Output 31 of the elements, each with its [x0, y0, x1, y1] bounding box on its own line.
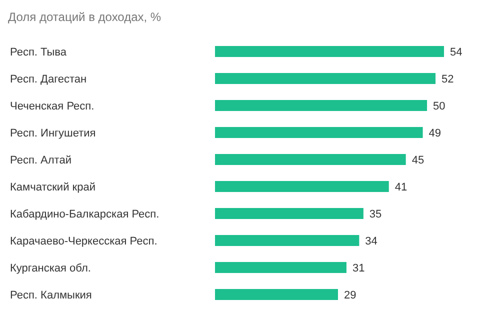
bar	[215, 154, 406, 165]
data-label: 49	[428, 127, 442, 140]
bar	[215, 73, 436, 84]
bar	[215, 235, 360, 246]
data-label: 41	[394, 181, 408, 194]
data-label: 45	[412, 154, 424, 166]
y-tick-label: Респ. Дагестан	[10, 74, 87, 86]
data-label: 50	[433, 100, 446, 112]
bar	[215, 46, 444, 57]
y-tick-label: Карачаево-Черкесская Респ.	[10, 236, 158, 248]
y-tick-label: Чеченская Респ.	[10, 100, 94, 112]
y-tick-label: Камчатский край	[10, 182, 96, 194]
bar	[215, 289, 338, 300]
text: Доля дотаций в доходах, %	[8, 9, 162, 26]
bar	[215, 127, 423, 138]
bar	[215, 262, 346, 273]
y-tick-label: Кабардино-Балкарская Респ.	[10, 208, 160, 220]
bar	[215, 208, 364, 219]
y-tick-label: Респ. Тыва	[10, 46, 68, 58]
y-tick-label: Респ. Ингушетия	[10, 128, 96, 140]
y-tick-label: Респ. Алтай	[10, 154, 72, 166]
data-label: 54	[450, 46, 462, 58]
y-tick-label: Респ. Калмыкия	[10, 290, 92, 302]
data-label: 31	[352, 262, 365, 274]
bar	[215, 181, 389, 192]
data-label: 29	[344, 289, 356, 302]
data-label: 34	[365, 235, 378, 248]
data-label: 35	[369, 208, 382, 220]
bar	[215, 100, 428, 111]
data-label: 52	[442, 73, 454, 86]
y-tick-label: Курганская обл.	[10, 262, 91, 274]
